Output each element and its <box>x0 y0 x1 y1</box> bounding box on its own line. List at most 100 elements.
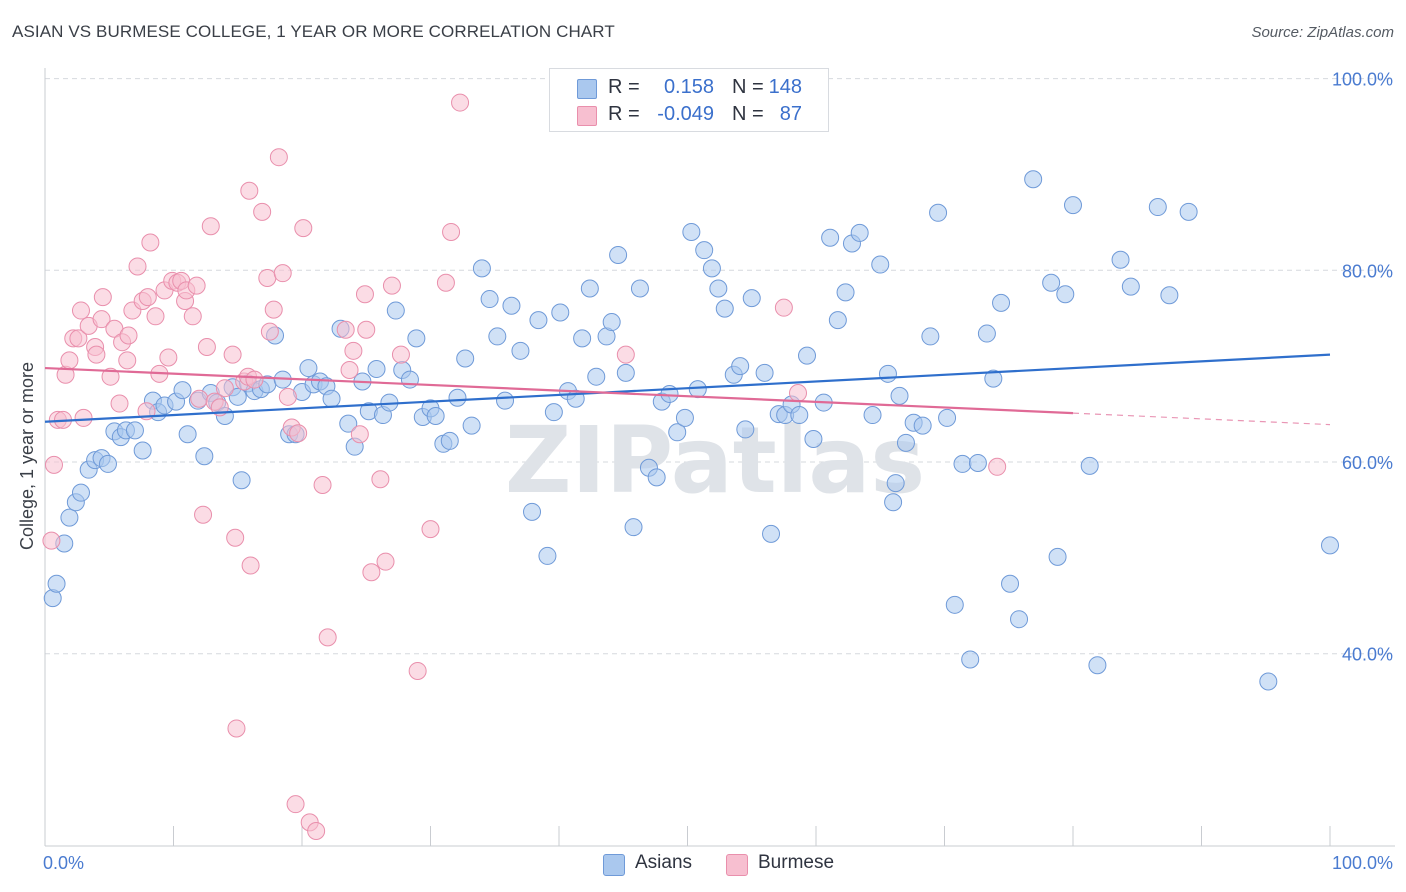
asian-point <box>448 388 467 407</box>
asian-point <box>984 369 1003 388</box>
burmese-point <box>451 93 470 112</box>
asian-point <box>488 327 507 346</box>
asian-point <box>1088 656 1107 675</box>
asian-point <box>1080 456 1099 475</box>
asian-point <box>1259 672 1278 691</box>
burmese-point <box>336 320 355 339</box>
burmese-point <box>376 552 395 571</box>
asian-point <box>502 296 521 315</box>
asian-point <box>688 380 707 399</box>
n-label: N = <box>732 76 764 98</box>
asian-point <box>762 524 781 543</box>
asian-point <box>426 406 445 425</box>
burmese-point <box>60 351 79 370</box>
asian-point <box>896 433 915 452</box>
burmese-point <box>350 425 369 444</box>
asian-point <box>195 447 214 466</box>
asian-point <box>682 222 701 241</box>
burmese-point <box>128 257 147 276</box>
burmese-point <box>260 322 279 341</box>
asian-point <box>299 359 318 378</box>
asian-point <box>878 364 897 383</box>
asian-point <box>668 423 687 442</box>
burmese-point <box>258 268 277 287</box>
burmese-point <box>87 345 106 364</box>
asian-point <box>538 546 557 565</box>
asian-point <box>602 313 621 332</box>
chart-title: ASIAN VS BURMESE COLLEGE, 1 YEAR OR MORE… <box>12 22 615 41</box>
burmese-point <box>71 301 90 320</box>
burmese-point <box>201 217 220 236</box>
asian-point <box>850 223 869 242</box>
burmese-point <box>159 348 178 367</box>
asian-point <box>1010 610 1029 629</box>
legend-label-asians: Asians <box>635 852 693 873</box>
asian-point <box>173 381 192 400</box>
burmese-point <box>289 424 308 443</box>
burmese-point <box>371 470 390 489</box>
asian-point <box>647 468 666 487</box>
burmese-point <box>269 148 288 167</box>
asian-point <box>884 493 903 512</box>
x-tick-label: 100.0% <box>1332 853 1393 873</box>
asian-point <box>945 595 964 614</box>
asian-swatch <box>577 79 597 99</box>
asian-point <box>580 279 599 298</box>
burmese-point <box>245 370 264 389</box>
burmese-point <box>241 556 260 575</box>
burmese-point <box>355 285 374 304</box>
burmese-point <box>616 345 635 364</box>
asian-point <box>587 367 606 386</box>
asian-point <box>804 429 823 448</box>
n-value: 87 <box>779 103 802 125</box>
burmese-point <box>146 307 165 326</box>
series-legend: Asians Burmese <box>0 852 1406 878</box>
asian-point <box>929 203 948 222</box>
asian-point <box>98 454 117 473</box>
asian-point <box>400 370 419 389</box>
burmese-point <box>340 360 359 379</box>
asian-point <box>60 508 79 527</box>
n-label: N = <box>732 103 764 125</box>
asian-point <box>480 290 499 309</box>
asian-point <box>544 403 563 422</box>
asian-point <box>1148 198 1167 217</box>
asian-point <box>339 414 358 433</box>
asian-trend-line <box>44 353 1331 423</box>
r-label: R = <box>608 103 640 125</box>
burmese-point <box>789 383 808 402</box>
burmese-point <box>183 307 202 326</box>
asian-point <box>731 357 750 376</box>
asian-point <box>821 228 840 247</box>
burmese-point <box>286 795 305 814</box>
asian-point <box>529 311 548 330</box>
asian-point <box>228 387 247 406</box>
x-tick-labels: 0.0% 100.0% <box>43 853 1393 873</box>
asian-point <box>702 259 721 278</box>
asian-point <box>913 416 932 435</box>
burmese-point <box>264 300 283 319</box>
asian-point <box>367 360 386 379</box>
asian-point <box>675 408 694 427</box>
x-tick-label: 0.0% <box>43 853 84 873</box>
burmese-point <box>110 394 129 413</box>
asian-point <box>695 241 714 260</box>
y-tick-label: 80.0% <box>1342 261 1393 281</box>
asian-point <box>968 453 987 472</box>
asian-point <box>828 311 847 330</box>
r-value: 0.158 <box>663 76 714 98</box>
burmese-point <box>42 531 61 550</box>
burmese-point <box>74 408 93 427</box>
legend-row-burmese: R = -0.049 N = 87 <box>550 100 828 128</box>
watermark: ZIPatlas <box>505 407 925 514</box>
burmese-point <box>278 387 297 406</box>
burmese-point <box>190 389 209 408</box>
asian-point <box>1321 536 1339 555</box>
y-tick-label: 60.0% <box>1342 453 1393 473</box>
asian-point <box>523 502 542 521</box>
burmese-swatch <box>577 106 597 126</box>
asian-point <box>496 391 515 410</box>
trend-lines <box>44 353 1331 426</box>
asian-point <box>938 408 957 427</box>
